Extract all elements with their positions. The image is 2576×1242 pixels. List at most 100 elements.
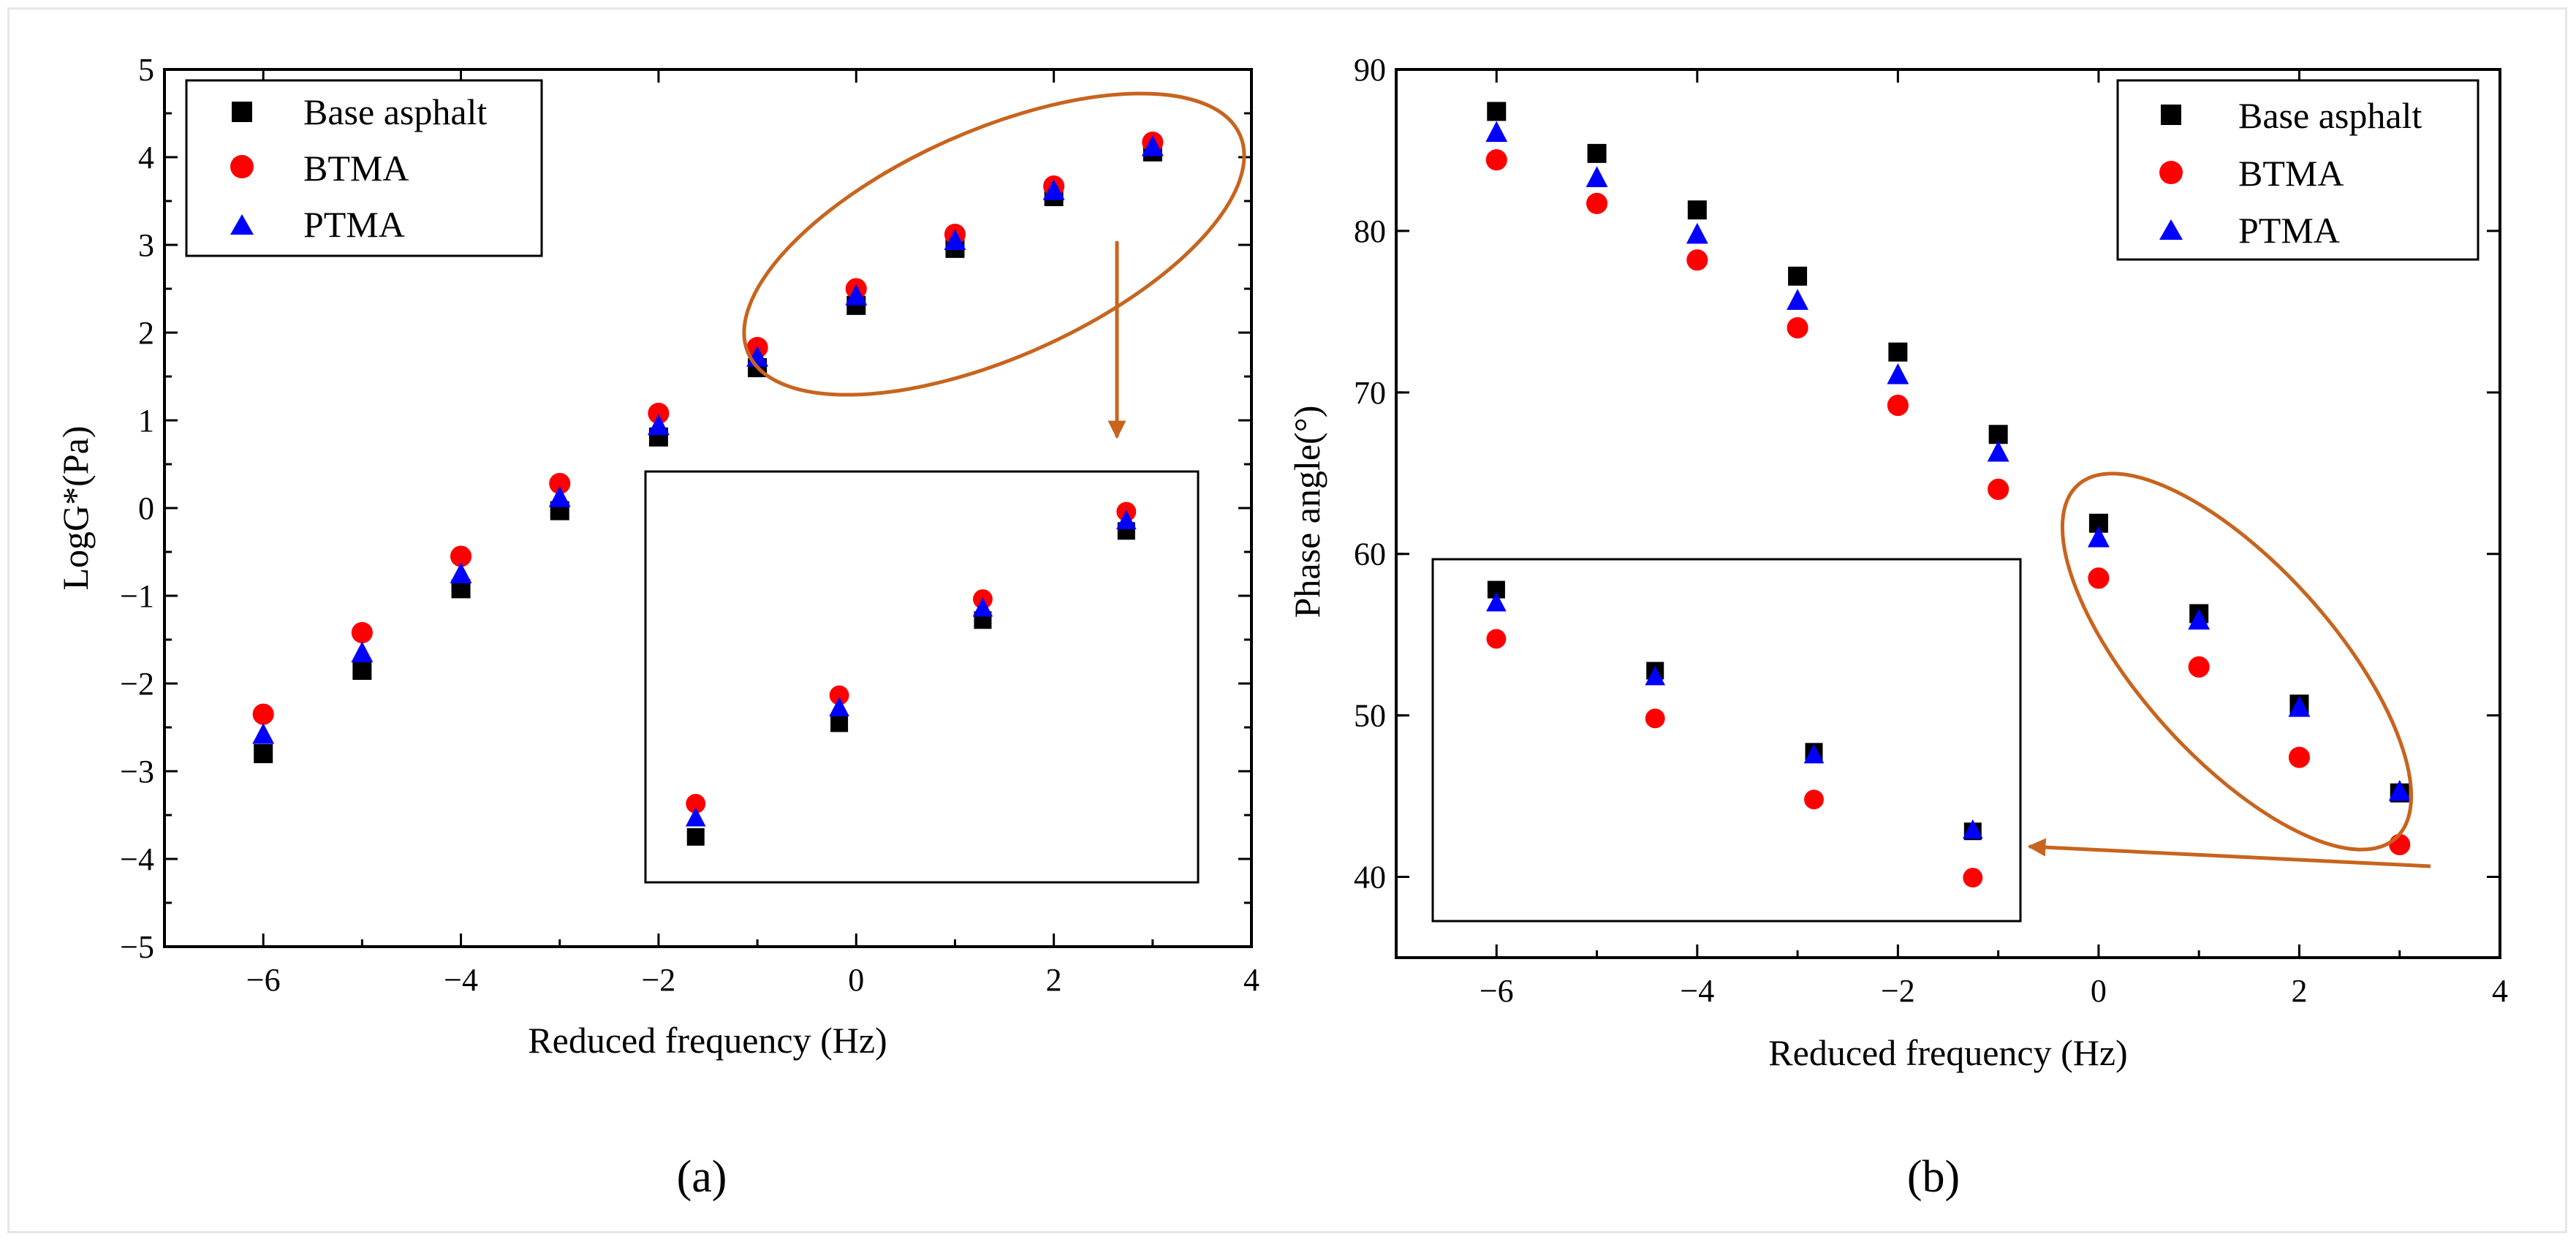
series-ptma	[252, 135, 1164, 744]
plot-area-b	[1395, 68, 2501, 959]
y-tick-label: 60	[1354, 537, 1386, 572]
caption-b: (b)	[1907, 1152, 1960, 1202]
inset-point-btma	[829, 685, 849, 705]
point-btma	[2188, 656, 2210, 678]
point-btma	[2288, 746, 2311, 768]
y-tick-label: 90	[1354, 52, 1386, 88]
y-tick-label: −1	[120, 578, 154, 614]
point-ptma	[2288, 695, 2311, 717]
inset-point-ptma	[1645, 665, 1666, 686]
inset-point-ptma	[829, 697, 849, 716]
inset-point-btma	[686, 793, 706, 814]
legend-a: Base asphalt BTMA PTMA	[185, 79, 543, 257]
point-btma	[1787, 317, 1808, 339]
y-tick-label: −2	[120, 666, 154, 702]
y-tick-label: 4	[138, 140, 154, 175]
legend-label-ptma-b: PTMA	[2238, 210, 2340, 251]
x-tick-label: −2	[1881, 973, 1915, 1009]
axis-ticks-b: −6 −4 −2 0 2 4 90 80 70 60 50 40	[1354, 52, 2508, 1009]
legend-label-btma-b: BTMA	[2238, 153, 2344, 194]
legend-marker-ptma-b	[2159, 219, 2183, 240]
point-base	[1487, 102, 1507, 121]
y-axis-title-b: Phase angle(°)	[1287, 406, 1327, 618]
y-tick-label: 3	[138, 227, 154, 263]
highlight-ellipse-a	[742, 91, 1246, 397]
point-ptma	[252, 723, 275, 744]
point-ptma	[450, 562, 472, 583]
legend-marker-base-b	[2161, 105, 2181, 125]
y-tick-label: 1	[138, 403, 154, 439]
inset-box-b	[1431, 558, 2022, 923]
point-ptma	[1042, 179, 1065, 200]
inset-points-a	[685, 501, 1137, 846]
legend-label-base-b: Base asphalt	[2238, 95, 2422, 136]
y-tick-label: 40	[1354, 860, 1386, 895]
x-tick-label: −4	[1680, 973, 1714, 1009]
y-tick-label: 2	[138, 315, 154, 351]
legend-marker-base-a	[232, 102, 252, 122]
point-ptma	[351, 641, 374, 662]
point-btma	[549, 472, 571, 494]
inset-point-ptma	[1963, 819, 1983, 839]
point-ptma	[647, 414, 670, 436]
point-btma	[648, 402, 670, 424]
point-base	[1988, 425, 2008, 444]
inset-series-ptma	[685, 510, 1137, 827]
point-base	[352, 661, 372, 680]
legend-label-ptma-a: PTMA	[303, 204, 405, 245]
x-tick-label: −6	[1480, 973, 1514, 1009]
inset-point-base	[830, 714, 849, 732]
point-ptma	[548, 486, 571, 507]
point-btma	[2389, 833, 2411, 855]
caption-a: (a)	[677, 1152, 727, 1202]
point-ptma	[2188, 608, 2211, 630]
x-tick-label: 2	[1046, 962, 1062, 998]
x-tick-label: −4	[444, 962, 478, 998]
point-base	[1888, 342, 1908, 362]
point-ptma	[1987, 440, 2009, 462]
inset-point-btma	[1486, 629, 1507, 649]
point-btma	[2088, 567, 2110, 589]
data-points-a	[252, 132, 1164, 763]
x-tick-label: 4	[1243, 962, 1259, 998]
inset-point-ptma	[972, 597, 993, 617]
y-tick-label: 5	[138, 52, 154, 88]
point-base	[254, 744, 273, 763]
y-tick-label: −4	[120, 841, 154, 877]
point-ptma	[1141, 135, 1164, 156]
inset-point-btma	[1804, 789, 1824, 810]
point-ptma	[944, 229, 966, 250]
point-btma	[1485, 149, 1507, 171]
point-btma	[1887, 394, 1909, 417]
point-ptma	[2087, 526, 2110, 548]
inset-box-a	[644, 470, 1200, 884]
highlight-arrow-b	[2027, 838, 2431, 868]
inset-point-base	[686, 828, 705, 846]
point-base	[1687, 200, 1707, 220]
point-ptma	[2388, 779, 2411, 801]
point-ptma	[1787, 289, 1809, 310]
x-axis-title-b: Reduced frequency (Hz)	[1768, 1032, 2127, 1073]
legend-marker-btma-b	[2159, 161, 2183, 184]
point-btma	[1988, 478, 2009, 500]
x-tick-label: 0	[2091, 973, 2107, 1009]
x-tick-label: 2	[2291, 973, 2307, 1009]
y-tick-label: −3	[120, 754, 154, 789]
series-ptma	[1485, 121, 2411, 801]
y-tick-label: 0	[138, 491, 154, 526]
y-tick-label: 80	[1354, 213, 1386, 249]
x-tick-label: 0	[848, 962, 864, 998]
point-ptma	[845, 284, 868, 306]
chart-panel-a: −6 −4 −2 0 2 4 5 4 3 2 1 0 −1 −2 −3 −4 −5 Base asphalt B…	[55, 52, 1259, 1202]
point-base	[1587, 143, 1607, 163]
point-btma	[450, 545, 472, 567]
point-btma	[351, 621, 373, 643]
y-axis-title-a: LogG*(Pa)	[55, 426, 96, 591]
point-btma	[1586, 192, 1608, 214]
inset-point-ptma	[1116, 510, 1137, 529]
legend-marker-ptma-a	[230, 214, 254, 235]
x-tick-label: −6	[246, 962, 281, 998]
data-points-b	[1485, 102, 2411, 855]
point-base	[1788, 266, 1808, 286]
